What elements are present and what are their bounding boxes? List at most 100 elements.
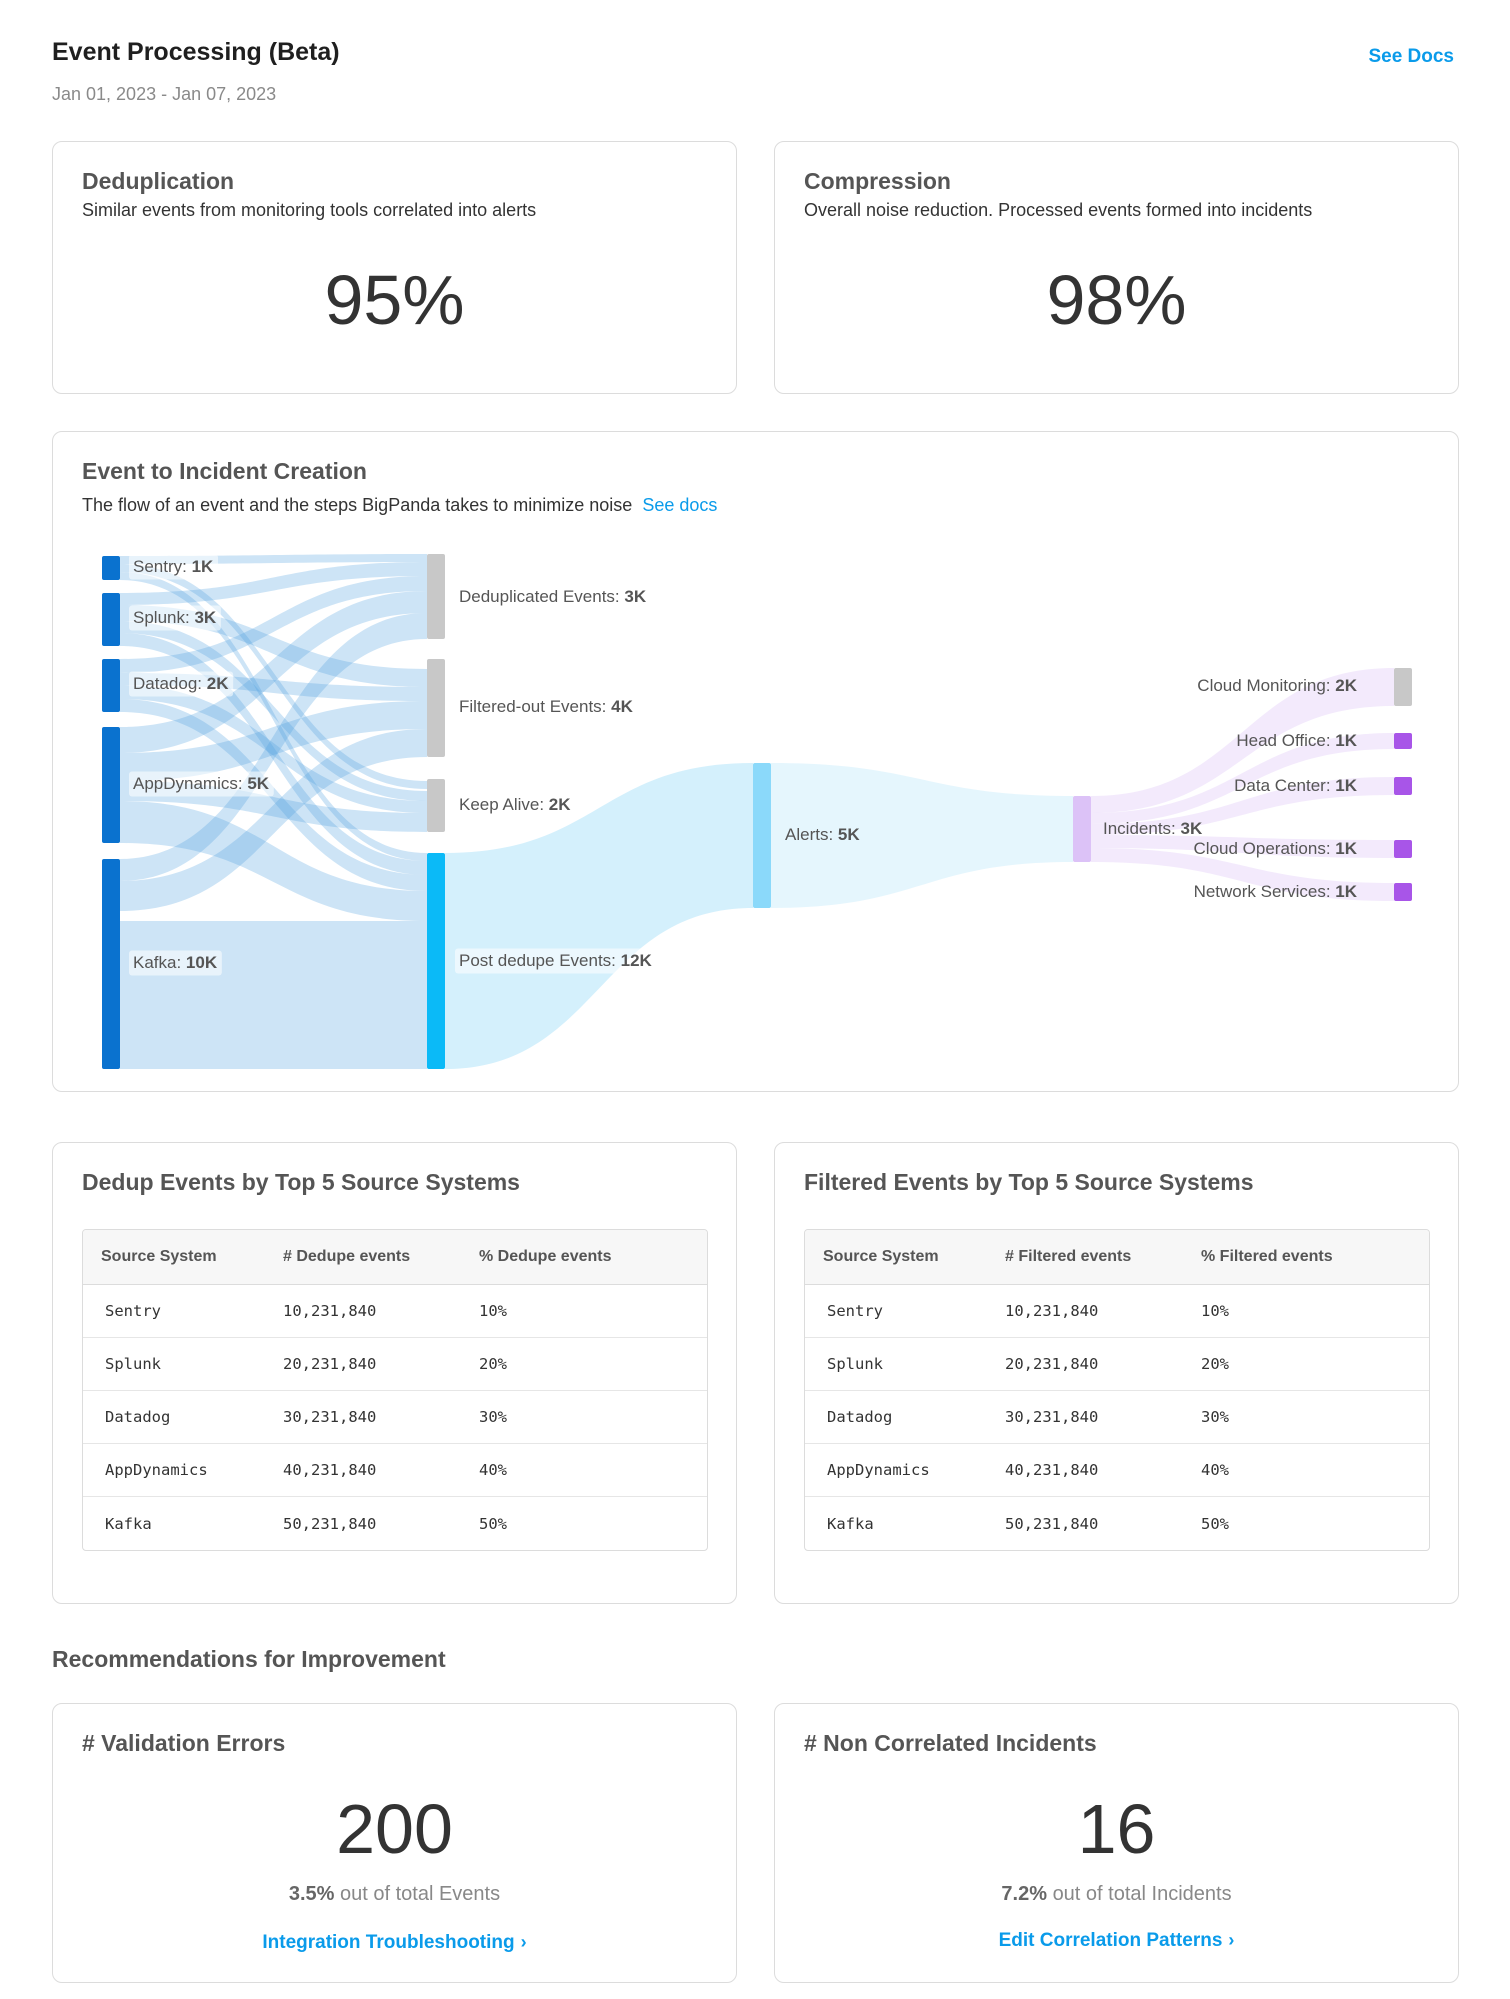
percent-cell: 10% [1201, 1302, 1229, 1320]
sankey-label-bg [129, 605, 221, 631]
sankey-label-datacenter: Data Center: 1K [1234, 776, 1358, 795]
sankey-node-datacenter[interactable] [1394, 777, 1412, 795]
card-title: Deduplication [82, 168, 235, 194]
chevron-right-icon: › [520, 1932, 527, 1952]
link-sentry [120, 572, 427, 861]
card-title: Filtered Events by Top 5 Source Systems [804, 1169, 1254, 1195]
link-incidents-datacenter [1091, 777, 1394, 835]
percent-cell: 10% [479, 1302, 507, 1320]
sankey-label-bg [129, 771, 274, 797]
table-row: Kafka 50,231,840 50% [83, 1497, 707, 1550]
see-docs-inline-link[interactable]: See docs [642, 495, 718, 515]
non-correlated-percent: 7.2% out of total Incidents [775, 1883, 1458, 1906]
link-splunk [120, 562, 427, 605]
percent-value: 7.2% [1001, 1883, 1047, 1905]
sankey-label-dedup: Deduplicated Events: 3K [459, 587, 647, 606]
sankey-label-filtered: Filtered-out Events: 4K [459, 697, 634, 716]
sankey-node-filtered[interactable] [427, 659, 445, 757]
validation-errors-card: # Validation Errors 200 3.5% out of tota… [52, 1703, 737, 1983]
sankey-label-netservices: Network Services: 1K [1194, 882, 1358, 901]
sankey-node-splunk[interactable] [102, 593, 120, 646]
card-subtitle: Similar events from monitoring tools cor… [82, 200, 537, 220]
link-datadog [120, 699, 427, 891]
non-correlated-incidents-card: # Non Correlated Incidents 16 7.2% out o… [774, 1703, 1459, 1983]
sankey-node-datadog[interactable] [102, 659, 120, 712]
sankey-node-alerts[interactable] [753, 763, 771, 908]
link-label: Integration Troubleshooting [262, 1932, 515, 1953]
percent-value: 3.5% [288, 1883, 335, 1905]
sankey-label-bg [129, 671, 234, 697]
sankey-label-alerts: Alerts: 5K [785, 825, 860, 844]
table-row: Datadog 30,231,840 30% [83, 1391, 707, 1444]
sankey-node-kafka[interactable] [102, 859, 120, 1069]
sankey-label-incidents: Incidents: 3K [1103, 819, 1203, 838]
event-flow-card: Event to Incident Creation The flow of a… [52, 431, 1459, 1092]
date-range: Jan 01, 2023 - Jan 07, 2023 [52, 84, 277, 104]
count-cell: 20,231,840 [283, 1355, 377, 1373]
recommendations-title: Recommendations for Improvement [52, 1646, 446, 1672]
link-postdedupe-alerts [445, 763, 753, 1069]
edit-correlation-patterns-link[interactable]: Edit Correlation Patterns › [775, 1930, 1458, 1952]
column-header[interactable]: # Filtered events [1005, 1248, 1132, 1265]
source-cell: Datadog [105, 1408, 171, 1426]
integration-troubleshooting-link[interactable]: Integration Troubleshooting › [53, 1932, 736, 1954]
sankey-node-sentry[interactable] [102, 556, 120, 580]
sankey-node-cloudops[interactable] [1394, 840, 1412, 858]
sankey-node-netservices[interactable] [1394, 883, 1412, 901]
sankey-label-appdynamics: AppDynamics: 5K [133, 774, 270, 793]
link-incidents-cloudops [1091, 835, 1394, 858]
source-cell: Datadog [827, 1408, 893, 1426]
sankey-label-bg [129, 554, 219, 580]
count-cell: 40,231,840 [1005, 1461, 1099, 1479]
sankey-node-postdedupe[interactable] [427, 853, 445, 1069]
link-incidents-netservices [1091, 848, 1394, 901]
column-header[interactable]: % Filtered events [1201, 1248, 1333, 1265]
sankey-label-bg [455, 584, 651, 610]
column-header[interactable]: # Dedupe events [283, 1248, 411, 1265]
filtered-table: Source System # Filtered events % Filter… [804, 1229, 1430, 1551]
sankey-label-headoffice: Head Office: 1K [1236, 731, 1357, 750]
link-appdynamics [120, 701, 427, 781]
percent-suffix: out of total Incidents [1052, 1883, 1232, 1905]
table-row: Sentry 10,231,840 10% [83, 1285, 707, 1338]
sankey-chart: Sentry: 1K Splunk: 3K Datadog: 2K AppDynami… [102, 554, 1412, 1069]
source-cell: Splunk [827, 1355, 883, 1373]
source-cell: Kafka [827, 1514, 874, 1533]
link-incidents-headoffice [1091, 733, 1394, 824]
filtered-table-card: Filtered Events by Top 5 Source Systems … [774, 1142, 1459, 1604]
card-title: Event to Incident Creation [82, 458, 367, 484]
compression-card: Compression Overall noise reduction. Pro… [774, 141, 1459, 394]
sankey-node-headoffice[interactable] [1394, 733, 1412, 749]
column-header[interactable]: Source System [101, 1248, 217, 1265]
column-header[interactable]: % Dedupe events [479, 1248, 612, 1265]
sankey-node-dedup[interactable] [427, 554, 445, 639]
non-correlated-value: 16 [1077, 1790, 1156, 1868]
link-appdynamics [120, 801, 427, 921]
sankey-label-cloudops: Cloud Operations: 1K [1194, 839, 1358, 858]
sankey-label-sentry: Sentry: 1K [133, 557, 214, 576]
sankey-node-incidents[interactable] [1073, 796, 1091, 862]
count-cell: 10,231,840 [283, 1302, 377, 1320]
source-cell: AppDynamics [827, 1461, 930, 1479]
column-header[interactable]: Source System [823, 1248, 939, 1265]
percent-cell: 20% [1201, 1355, 1229, 1373]
percent-cell: 40% [479, 1461, 507, 1479]
sankey-node-appdynamics[interactable] [102, 727, 120, 843]
link-appdynamics [120, 591, 427, 753]
table-row: Datadog 30,231,840 30% [805, 1391, 1429, 1444]
link-datadog [120, 685, 427, 813]
card-title: Dedup Events by Top 5 Source Systems [82, 1169, 520, 1195]
link-splunk [120, 633, 427, 875]
source-cell: Splunk [105, 1355, 161, 1373]
link-kafka [120, 729, 427, 911]
deduplication-card: Deduplication Similar events from monito… [52, 141, 737, 394]
percent-cell: 20% [479, 1355, 507, 1373]
sankey-label-datadog: Datadog: 2K [133, 674, 229, 693]
sankey-label-cloudmon: Cloud Monitoring: 2K [1197, 676, 1357, 695]
sankey-node-cloudmon[interactable] [1394, 668, 1412, 706]
see-docs-link[interactable]: See Docs [1368, 46, 1454, 67]
link-incidents-cloudmon [1091, 668, 1394, 813]
sankey-label-postdedupe: Post dedupe Events: 12K [459, 951, 653, 970]
percent-cell: 50% [479, 1514, 507, 1533]
sankey-node-keepalive[interactable] [427, 779, 445, 832]
